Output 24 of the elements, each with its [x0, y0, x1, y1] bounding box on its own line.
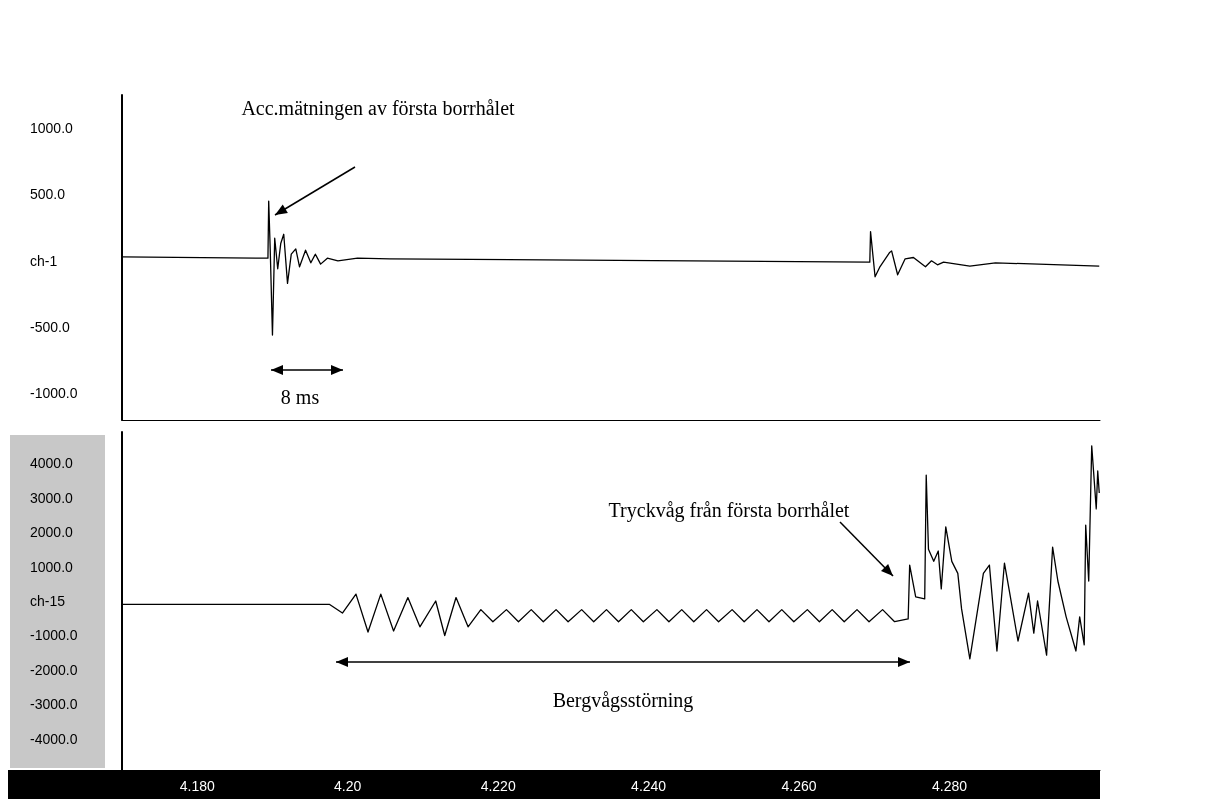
y-tick-label: ch-1 — [30, 252, 58, 269]
y-tick-label: -500.0 — [30, 319, 70, 336]
y-tick-label: -1000.0 — [30, 627, 78, 644]
y-tick-label: 3000.0 — [30, 489, 74, 506]
annotation: Bergvågsstörning — [552, 689, 694, 712]
y-tick-label: 1000.0 — [30, 558, 74, 575]
y-tick-label: ch-15 — [30, 593, 66, 609]
annotation: 8 ms — [280, 386, 320, 408]
y-tick-label: -1000.0 — [30, 385, 78, 402]
y-tick-label: 2000.0 — [30, 524, 74, 541]
y-tick-label: -2000.0 — [30, 661, 78, 678]
x-tick-label: 4.280 — [932, 778, 968, 794]
y-tick-label: 500.0 — [30, 186, 66, 203]
annotation: Acc.mätningen av första borrhålet — [241, 97, 516, 120]
x-tick-label: 4.180 — [179, 778, 215, 794]
x-tick-label: 4.260 — [781, 778, 817, 794]
y-tick-label: 4000.0 — [30, 455, 74, 472]
x-tick-label: 4.20 — [334, 778, 362, 794]
x-tick-label: 4.240 — [631, 778, 667, 794]
annotation: Tryckvåg från första borrhålet — [608, 499, 850, 522]
y-tick-label: -3000.0 — [30, 696, 78, 713]
y-tick-label: -4000.0 — [30, 730, 78, 747]
y-tick-label: 1000.0 — [30, 120, 74, 137]
x-tick-label: 4.220 — [480, 778, 516, 794]
